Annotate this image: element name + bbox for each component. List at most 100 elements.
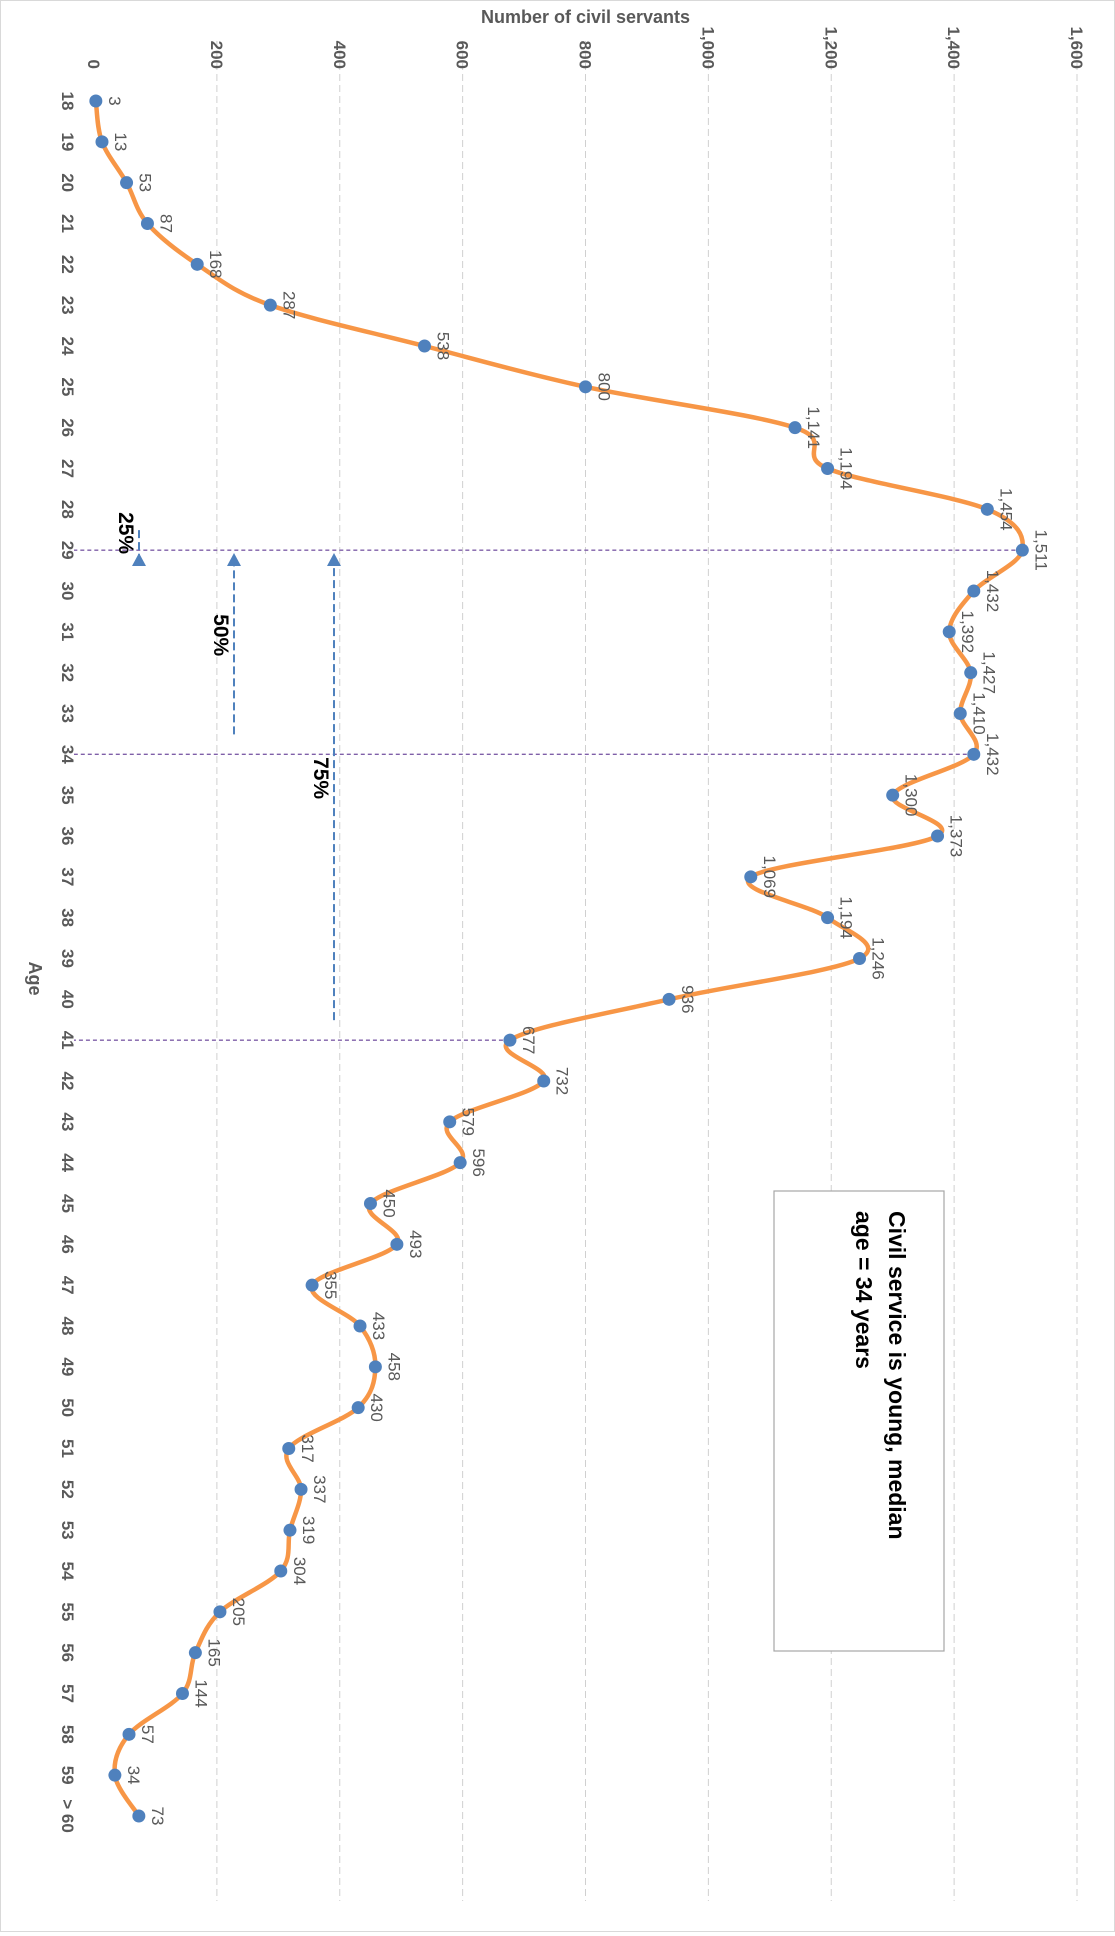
data-label: 57 (138, 1725, 157, 1744)
data-label: 732 (553, 1067, 572, 1095)
data-point (368, 1360, 382, 1374)
data-point (213, 1605, 227, 1619)
data-point (282, 1442, 296, 1455)
annotation-text: Civil service is young, medianage = 34 y… (851, 1211, 910, 1540)
data-label: 1,194 (837, 447, 856, 490)
data-point (964, 666, 978, 680)
x-tick-label: 43 (58, 1112, 77, 1131)
y-tick-label: 1,400 (944, 26, 963, 69)
percentile-label: 50% (209, 614, 232, 656)
data-point (122, 1727, 136, 1741)
data-point (108, 1768, 122, 1782)
data-label: 1,069 (760, 856, 779, 899)
x-tick-label: 32 (58, 663, 77, 682)
data-point (188, 1646, 202, 1660)
x-tick-label: 41 (58, 1031, 77, 1050)
data-label: 1,246 (869, 937, 888, 980)
data-label: 1,392 (958, 611, 977, 654)
x-tick-label: 51 (58, 1439, 77, 1458)
x-tick-label: 59 (58, 1766, 77, 1785)
x-tick-label: 19 (58, 132, 77, 151)
data-label: 450 (379, 1189, 398, 1217)
percentile-label: 25% (114, 512, 137, 554)
data-label: 355 (321, 1271, 340, 1299)
data-label: 596 (469, 1148, 488, 1176)
data-point (662, 992, 676, 1006)
data-point (274, 1564, 288, 1578)
y-tick-label: 200 (207, 41, 226, 69)
data-point (305, 1278, 319, 1292)
x-tick-label: 54 (58, 1562, 77, 1581)
x-tick-label: 30 (58, 582, 77, 601)
data-point (132, 1809, 146, 1823)
data-point (418, 339, 432, 353)
data-label: 287 (279, 291, 298, 319)
data-point (89, 94, 103, 108)
y-tick-label: 1,600 (1067, 26, 1086, 69)
data-label: 800 (595, 373, 614, 401)
x-tick-label: 21 (58, 214, 77, 233)
x-tick-label: 56 (58, 1643, 77, 1662)
data-point (453, 1156, 467, 1170)
data-point (95, 135, 109, 149)
data-point (175, 1687, 189, 1700)
data-point (190, 257, 204, 271)
x-axis-ticks: 18 19 20 21 22 23 24 25 26 27 28 29 30 31 32 33 34 35 36 37… (58, 92, 77, 1833)
x-tick-label: 53 (58, 1521, 77, 1540)
x-tick-label: 24 (58, 337, 77, 356)
data-label: 458 (384, 1353, 403, 1381)
data-point (263, 298, 277, 312)
data-label: 1,141 (804, 406, 823, 449)
data-point (821, 911, 835, 925)
x-tick-label: 31 (58, 622, 77, 641)
data-label: 493 (406, 1230, 425, 1258)
data-label: 317 (298, 1434, 317, 1462)
x-axis-label: Age (25, 961, 45, 995)
x-tick-label: 33 (58, 704, 77, 723)
data-point (744, 870, 758, 884)
data-label: 1,373 (947, 815, 966, 858)
data-label: 34 (124, 1766, 143, 1785)
data-point (980, 502, 994, 516)
data-point (886, 788, 900, 802)
data-label: 936 (678, 985, 697, 1013)
data-point (942, 625, 956, 639)
data-label: 53 (136, 173, 155, 192)
x-tick-label: 38 (58, 908, 77, 927)
data-label: 304 (290, 1557, 309, 1585)
data-point (140, 217, 154, 230)
data-label: 13 (111, 132, 130, 151)
data-point (283, 1523, 297, 1537)
data-label: 337 (310, 1475, 329, 1503)
data-label: 1,454 (996, 488, 1015, 531)
x-tick-label: 36 (58, 827, 77, 846)
data-label: 165 (204, 1638, 223, 1666)
data-point (351, 1401, 365, 1415)
data-point (853, 952, 867, 965)
gridlines (216, 41, 1078, 1901)
data-labels: 3 13 53 87 168 287 538 800 1,141 1,194 1,454 1,511 1… (105, 96, 1050, 1825)
x-tick-label: 20 (58, 173, 77, 192)
data-label: 168 (206, 250, 225, 278)
data-point (537, 1074, 551, 1088)
x-tick-label: 46 (58, 1235, 77, 1254)
x-tick-label: 58 (58, 1725, 77, 1744)
data-label: 1,410 (969, 692, 988, 735)
data-point (294, 1482, 308, 1496)
x-tick-label: 35 (58, 786, 77, 805)
data-label: 144 (191, 1679, 210, 1707)
data-label: 433 (369, 1312, 388, 1340)
data-label: 1,194 (837, 896, 856, 939)
data-point (1015, 543, 1029, 557)
data-label: 1,432 (983, 733, 1002, 776)
y-tick-label: 1,000 (698, 26, 717, 69)
x-tick-label: 28 (58, 500, 77, 519)
y-tick-label: 600 (453, 41, 472, 69)
y-tick-label: 800 (576, 41, 595, 69)
arrowhead (327, 553, 341, 566)
data-point (503, 1033, 517, 1047)
data-label: 1,427 (980, 651, 999, 694)
data-label: 73 (148, 1807, 167, 1826)
